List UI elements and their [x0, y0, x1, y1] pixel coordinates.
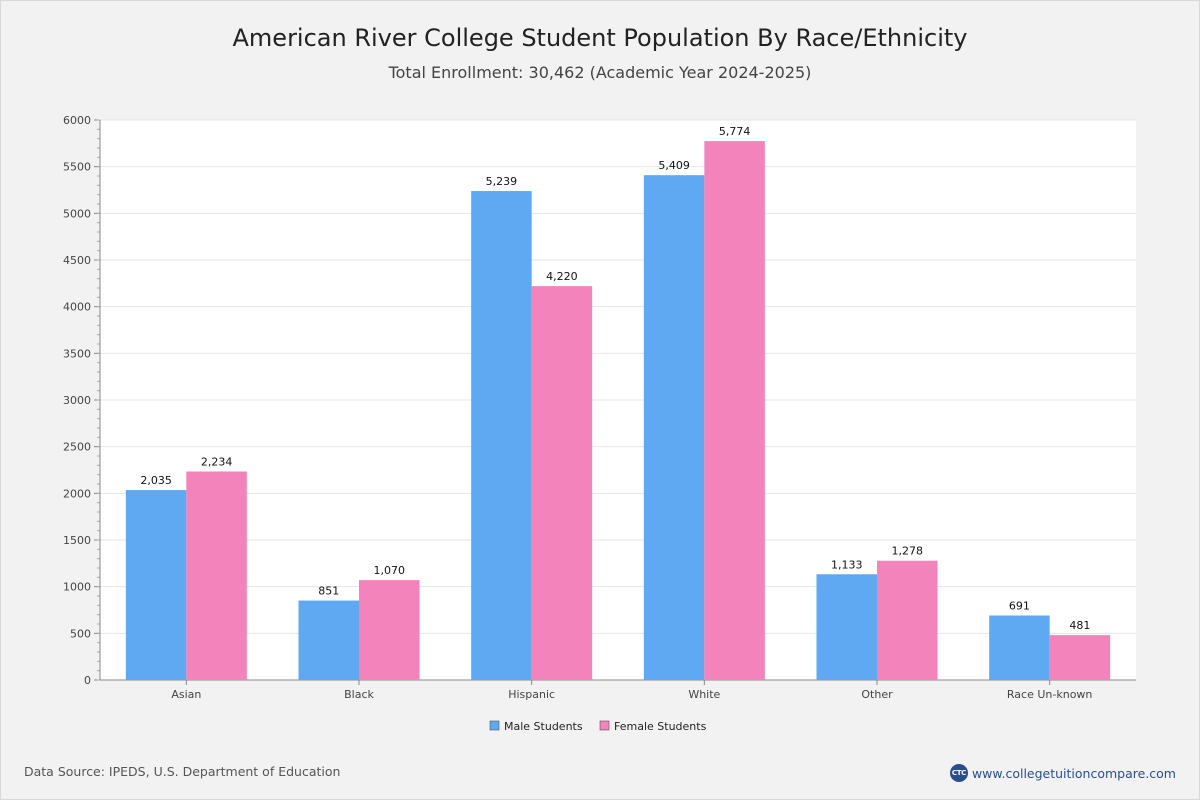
- y-tick-label: 500: [70, 627, 91, 640]
- chart-title: American River College Student Populatio…: [232, 24, 968, 52]
- data-source-note: Data Source: IPEDS, U.S. Department of E…: [24, 764, 341, 779]
- data-label: 481: [1069, 619, 1090, 632]
- y-tick-label: 2000: [63, 487, 91, 500]
- data-label: 1,133: [831, 558, 863, 571]
- data-label: 5,239: [486, 175, 518, 188]
- data-label: 1,070: [374, 564, 406, 577]
- brand-text: www.collegetuitioncompare.com: [971, 765, 1176, 781]
- bar-male-black: [298, 600, 359, 680]
- y-tick-label: 1000: [63, 581, 91, 594]
- y-tick-label: 4000: [63, 301, 91, 314]
- chart-subtitle: Total Enrollment: 30,462 (Academic Year …: [388, 63, 812, 82]
- x-tick-label: Race Un-known: [1007, 688, 1093, 701]
- x-tick-label: Asian: [171, 688, 201, 701]
- y-tick-label: 3500: [63, 347, 91, 360]
- data-label: 5,409: [658, 159, 690, 172]
- bar-male-hispanic: [471, 191, 532, 680]
- brand-link[interactable]: CTC www.collegetuitioncompare.com: [949, 764, 1176, 782]
- data-label: 851: [318, 585, 339, 598]
- bar-female-asian: [186, 471, 247, 680]
- y-tick-label: 1500: [63, 534, 91, 547]
- bar-male-white: [643, 175, 705, 680]
- bar-female-black: [359, 580, 420, 680]
- bar-female-race-un-known: [1049, 635, 1111, 680]
- x-tick-label: Hispanic: [508, 688, 555, 701]
- y-tick-label: 4500: [63, 254, 91, 267]
- y-tick-label: 2500: [63, 441, 91, 454]
- bar-male-asian: [125, 490, 187, 680]
- x-tick-label: Black: [344, 688, 374, 701]
- x-tick-label: White: [688, 688, 720, 701]
- bar-male-other: [816, 574, 877, 680]
- legend-swatch-female: [599, 720, 610, 731]
- data-label: 2,035: [140, 474, 172, 487]
- bar-female-white: [704, 141, 765, 681]
- y-tick-label: 5000: [63, 207, 91, 220]
- legend-label-female: Female Students: [614, 720, 707, 733]
- brand-logo-icon: CTC: [949, 764, 968, 782]
- y-tick-label: 6000: [63, 114, 91, 127]
- bar-male-race-un-known: [989, 615, 1050, 680]
- bar-female-other: [877, 560, 938, 680]
- data-label: 5,774: [719, 125, 751, 138]
- data-label: 4,220: [546, 270, 578, 283]
- data-label: 2,234: [201, 455, 233, 468]
- bar-female-hispanic: [531, 286, 593, 680]
- data-label: 691: [1009, 600, 1030, 613]
- y-tick-label: 0: [84, 674, 91, 687]
- x-tick-label: Other: [861, 688, 893, 701]
- legend-swatch-male: [489, 720, 500, 731]
- y-tick-label: 3000: [63, 394, 91, 407]
- data-label: 1,278: [892, 545, 924, 558]
- legend-label-male: Male Students: [504, 720, 583, 733]
- y-tick-label: 5500: [63, 161, 91, 174]
